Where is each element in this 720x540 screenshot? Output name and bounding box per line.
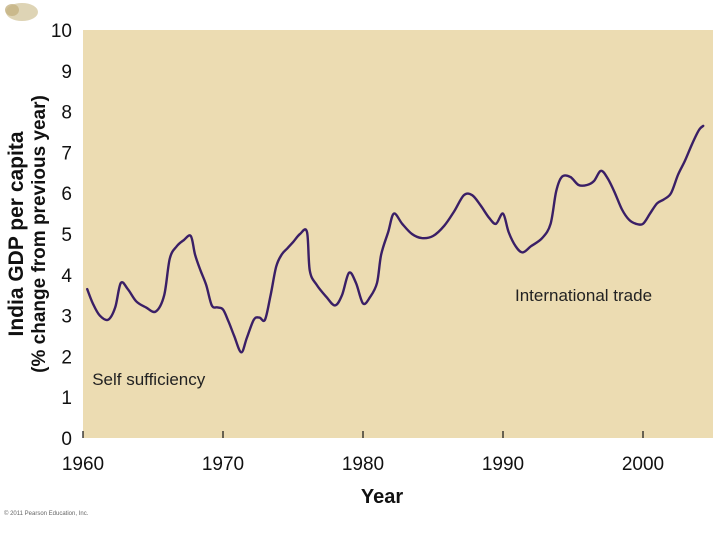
chart-annotation: Self sufficiency [92, 370, 206, 389]
x-tick-label: 2000 [622, 454, 664, 475]
gdp-growth-line [86, 124, 705, 354]
x-tick-label: 1970 [202, 454, 244, 475]
x-axis-ticks: 1960 1970 1980 1990 2000 [62, 431, 664, 475]
chart-annotation: International trade [515, 286, 652, 305]
y-tick-label: 4 [61, 266, 72, 287]
y-tick-label: 9 [61, 62, 72, 83]
x-tick-label: 1960 [62, 454, 104, 475]
y-tick-label: 0 [61, 429, 72, 450]
y-axis-title: India GDP per capita (% change from prev… [5, 95, 50, 373]
annotations: Self sufficiency International trade [92, 286, 652, 389]
x-tick-label: 1990 [482, 454, 524, 475]
y-tick-label: 5 [61, 225, 72, 246]
y-axis-ticks: 0 1 2 3 4 5 6 7 8 9 10 [51, 21, 73, 450]
y-axis-title-line2: (% change from previous year) [29, 95, 50, 373]
y-tick-label: 7 [61, 143, 72, 164]
y-tick-label: 3 [61, 307, 72, 328]
y-tick-label: 1 [61, 388, 72, 409]
corner-logo-icon [5, 3, 38, 21]
y-axis-title-line1: India GDP per capita [5, 131, 28, 336]
y-tick-label: 6 [61, 184, 72, 205]
y-tick-label: 8 [61, 103, 72, 124]
x-tick-label: 1980 [342, 454, 384, 475]
y-tick-label: 2 [61, 347, 72, 368]
plot-area [83, 30, 713, 438]
y-tick-label: 10 [51, 21, 72, 42]
line-layer [86, 124, 705, 354]
x-axis-title: Year [361, 486, 403, 508]
copyright-text: © 2011 Pearson Education, Inc. [4, 510, 89, 517]
